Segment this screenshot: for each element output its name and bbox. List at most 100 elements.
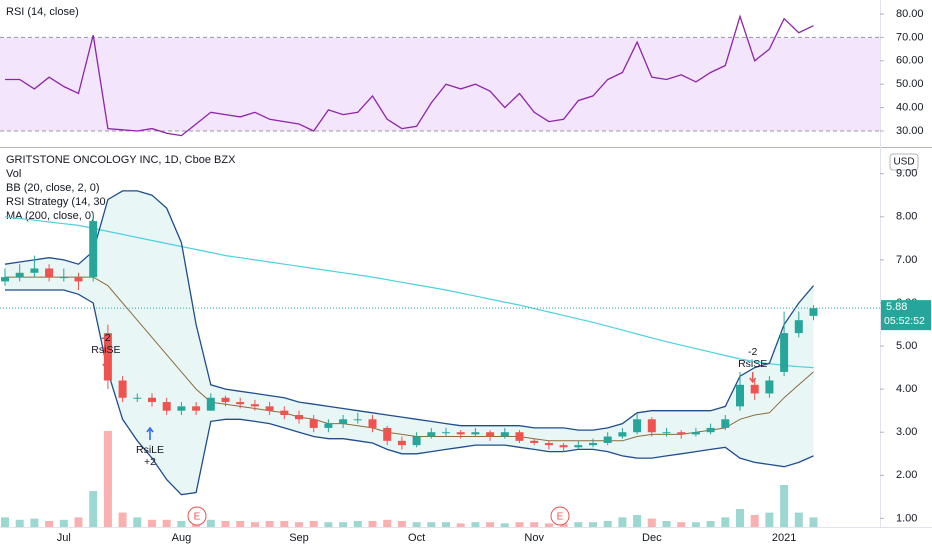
candle-body <box>427 432 436 437</box>
volume-bar <box>809 517 818 527</box>
legend-item: RSI Strategy (14, 30, 70) <box>6 196 128 208</box>
candle-body <box>148 397 156 403</box>
candle-body <box>736 384 744 407</box>
candle-body <box>103 333 112 381</box>
candle-body <box>280 410 289 415</box>
chart-title: GRITSTONE ONCOLOGY INC, 1D, Cboe BZX <box>6 154 236 166</box>
candle-body <box>89 221 98 278</box>
y-tick-label: 4.00 <box>896 383 917 395</box>
signal-label: -2 <box>101 332 110 344</box>
volume-bar <box>500 523 509 527</box>
candle-body <box>677 432 686 435</box>
volume-bar <box>118 512 127 527</box>
y-tick-label: 30.00 <box>896 125 924 137</box>
candle-body <box>574 445 583 448</box>
volume-bar <box>794 512 803 527</box>
y-tick-label: 7.00 <box>896 254 917 266</box>
bb-fill <box>5 190 814 495</box>
y-tick-label: 70.00 <box>896 31 924 43</box>
volume-bar <box>427 522 436 527</box>
candle-body <box>589 442 597 446</box>
candle-body <box>45 268 54 278</box>
candle-body <box>59 277 68 279</box>
candle-body <box>500 432 509 437</box>
candle-body <box>1 277 9 282</box>
x-tick-label: Aug <box>172 532 192 544</box>
candle-body <box>809 308 818 316</box>
candle-body <box>794 320 803 334</box>
legend-item: MA (200, close, 0) <box>6 210 95 222</box>
candle-body <box>691 432 700 435</box>
y-tick-label: 40.00 <box>896 101 924 113</box>
volume-bar <box>486 522 495 527</box>
candle-body <box>397 440 406 446</box>
x-tick-label: Jul <box>57 532 71 544</box>
last-price-tag <box>881 300 931 331</box>
legend-item: BB (20, close, 2, 0) <box>6 182 100 194</box>
signal-label: RsiSE <box>91 344 120 356</box>
candle-body <box>221 397 230 403</box>
candle-body <box>662 432 671 434</box>
signal-label: +2 <box>144 456 156 468</box>
x-tick-label: Sep <box>289 532 309 544</box>
candle-body <box>765 380 774 394</box>
candle-body <box>412 436 421 446</box>
countdown: 05:52:52 <box>884 315 925 327</box>
rsi-band-fill <box>0 37 880 131</box>
last-price-label: 5.88 <box>886 301 907 313</box>
bb-lower <box>5 289 814 496</box>
volume-bar <box>662 521 671 527</box>
x-tick-label: 2021 <box>772 532 796 544</box>
candle-body <box>750 384 759 394</box>
volume-bar <box>133 517 142 527</box>
candle-body <box>706 427 715 433</box>
volume-bar <box>353 521 362 527</box>
x-tick-label: Dec <box>642 532 662 544</box>
candle-body <box>118 380 127 398</box>
candle-body <box>559 445 568 448</box>
candle-body <box>471 432 480 435</box>
candle-body <box>780 333 789 372</box>
currency-button[interactable] <box>889 153 919 171</box>
x-tick-label: Nov <box>524 532 544 544</box>
volume-bar <box>103 431 112 527</box>
signal-arrow <box>102 358 110 370</box>
volume-bar <box>89 491 98 527</box>
volume-bar <box>45 521 54 527</box>
volume-bar <box>250 522 259 527</box>
volume-bar <box>691 522 700 527</box>
candle-body <box>30 268 39 273</box>
volume-bar <box>589 522 597 527</box>
currency[interactable]: USD <box>893 157 914 168</box>
candle-body <box>353 419 362 421</box>
candle-body <box>368 419 377 428</box>
volume-bar <box>236 521 245 527</box>
signal-label: RsiSE <box>738 358 767 370</box>
bb-upper <box>4 190 814 431</box>
volume-bar <box>706 521 715 527</box>
candle-body <box>265 406 274 411</box>
volume-bar <box>309 521 318 527</box>
candle-body <box>309 419 318 428</box>
candle-body <box>618 432 627 437</box>
volume-bar <box>59 519 68 527</box>
y-tick-label: 5.00 <box>896 340 917 352</box>
candle-body <box>74 277 83 282</box>
volume-bar <box>750 515 759 527</box>
volume-bar <box>368 521 377 527</box>
volume-bar <box>456 523 465 527</box>
candle-body <box>133 397 142 399</box>
volume-bar <box>162 519 171 527</box>
volume-bar <box>265 521 274 527</box>
volume-bar <box>30 518 39 527</box>
volume-bar <box>280 521 289 527</box>
y-tick-label: 50.00 <box>896 78 924 90</box>
bb-basis <box>5 276 814 442</box>
candle-body <box>15 272 24 278</box>
candle-body <box>633 419 642 433</box>
volume-bar <box>412 522 421 527</box>
candle-body <box>603 436 612 443</box>
candle-body <box>442 432 450 434</box>
candle-body <box>456 432 465 435</box>
candle-body <box>177 406 186 411</box>
